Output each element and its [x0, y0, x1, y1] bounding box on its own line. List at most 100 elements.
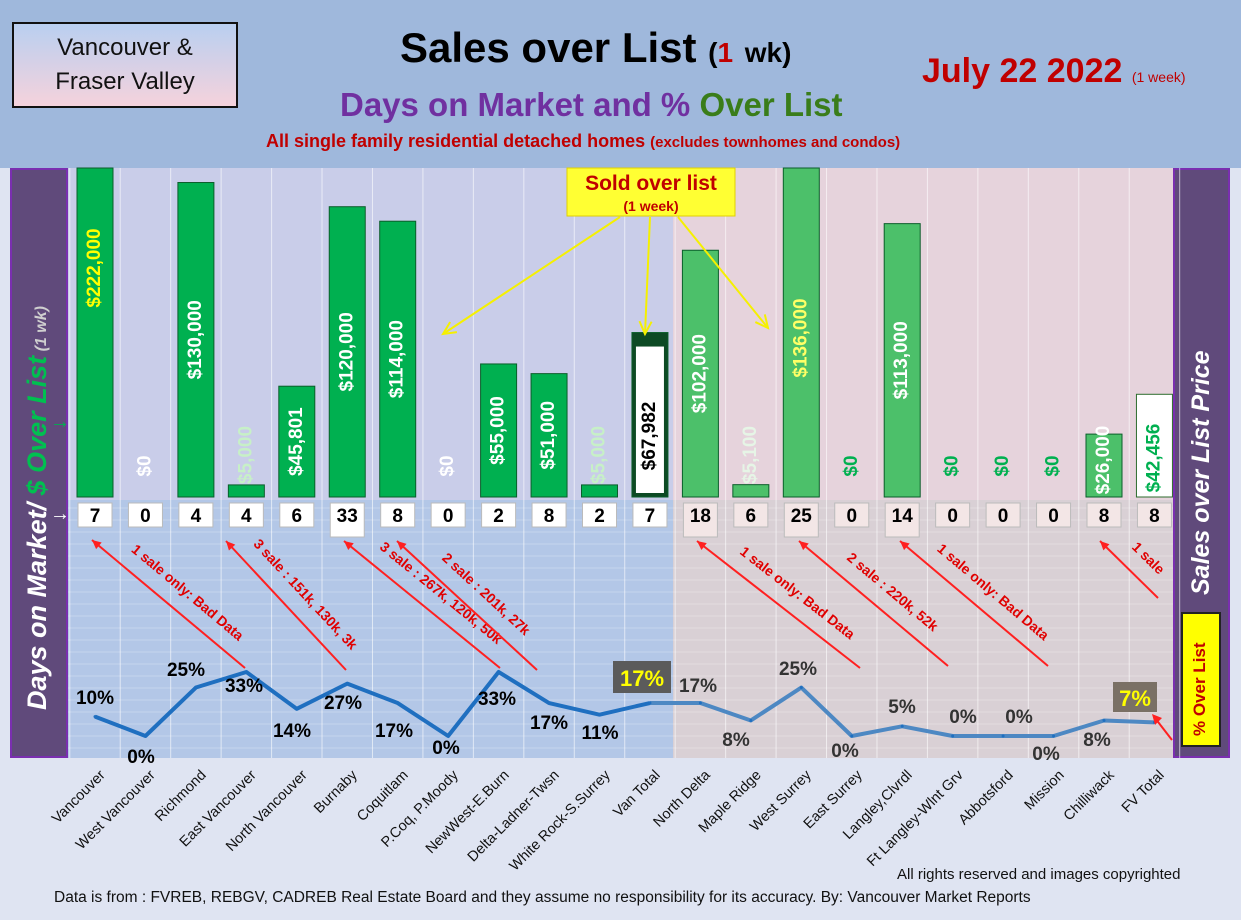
callout-arrow [677, 216, 769, 329]
annotation-arrow [696, 540, 861, 669]
dom-box [329, 502, 365, 538]
dom-box [935, 502, 971, 528]
pct-value-label: 17% [375, 721, 413, 742]
pct-value-label: 25% [167, 660, 205, 681]
subtitle-a: Days on Market and % [340, 86, 700, 123]
dom-value-label: 4 [241, 506, 252, 527]
bar-Richmond [177, 182, 215, 498]
bar-total-inner [635, 346, 664, 493]
callout-arrowhead [638, 320, 653, 337]
dom-box [178, 502, 214, 528]
region-line-2: Fraser Valley [55, 68, 195, 95]
bar-value-label: $0 [841, 455, 862, 476]
bar-value-label: $222,000 [84, 228, 105, 307]
bar-value-label: $5,100 [740, 426, 761, 484]
bar-Vancouver [76, 167, 114, 498]
title-open: ( [708, 37, 718, 68]
pct-value-label: 17% [620, 666, 664, 691]
title-num: 1 [717, 37, 734, 68]
pct-point [698, 701, 702, 705]
annotation-arrowhead [92, 540, 102, 550]
left-axis-panel [10, 168, 68, 758]
bar-value-label: $26,000 [1093, 426, 1114, 495]
bar-value-label: $102,000 [689, 334, 710, 413]
callout-subtitle: (1 week) [623, 198, 678, 214]
pct-value-label: 10% [76, 688, 114, 709]
pct-value-label: 7% [1119, 686, 1151, 711]
dom-value-label: 18 [690, 506, 711, 527]
pct-value-label: 0% [831, 741, 859, 762]
pct-value-label: 8% [1083, 730, 1111, 751]
bar-Langley,Clvrdl [883, 223, 921, 498]
dom-value-label: 0 [140, 506, 151, 527]
bar-value-label: $55,000 [488, 396, 509, 465]
dom-box [632, 502, 668, 528]
copyright-note: All rights reserved and images copyright… [897, 866, 1181, 883]
pct-value-label: 0% [127, 747, 155, 768]
dom-box [1086, 502, 1122, 528]
pct-value-label: 0% [1032, 744, 1060, 765]
van-total-pct-box [613, 661, 671, 693]
annotation-arrowhead [1100, 541, 1110, 551]
region-box: Vancouver & Fraser Valley [12, 22, 238, 108]
pct-over-list-legend [1181, 612, 1221, 747]
title-rest: wk) [744, 37, 792, 68]
pct-value-label: 11% [582, 723, 619, 744]
dom-box [279, 502, 315, 528]
pct-point [1001, 734, 1005, 738]
bar-West Surrey [782, 167, 820, 498]
pct-point [143, 734, 147, 738]
dom-value-label: 6 [292, 506, 303, 527]
pct-point [446, 734, 450, 738]
dom-box [733, 502, 769, 528]
dom-box [531, 502, 567, 528]
bar-value-label: $42,456 [1143, 424, 1164, 493]
pct-value-label: 33% [225, 676, 263, 697]
bar-value-label: $0 [437, 455, 458, 476]
pct-value-label: 5% [888, 697, 916, 718]
dom-value-label: 0 [443, 506, 454, 527]
dom-value-label: 7 [645, 506, 656, 527]
dom-box [985, 502, 1021, 528]
pct-value-label: 27% [324, 693, 362, 714]
bar-value-label: $120,000 [336, 312, 357, 391]
note-b: (excludes townhomes and condos) [650, 134, 901, 151]
axis-arrow-icon: → [50, 503, 70, 525]
dom-box [77, 502, 113, 528]
pct-point [547, 701, 551, 705]
annotation-arrow [899, 540, 1049, 667]
pct-point [295, 707, 299, 711]
bar-value-label: $0 [992, 455, 1013, 476]
bar-Maple Ridge [732, 484, 770, 498]
annotation-arrowhead [397, 541, 407, 551]
pct-point [244, 670, 248, 674]
annotation-arrowhead [799, 541, 809, 551]
bar-FV Total [1135, 393, 1173, 498]
pct-point [850, 734, 854, 738]
pct-point [900, 724, 904, 728]
callout-arrowhead [441, 321, 458, 336]
dom-box [127, 502, 163, 528]
dom-value-label: 8 [1099, 506, 1110, 527]
dom-box [1036, 502, 1072, 528]
pct-point [194, 686, 198, 690]
pct-point [598, 713, 601, 717]
pct-value-label: 14% [273, 721, 311, 742]
dom-value-label: 2 [594, 506, 605, 527]
bar-value-label: $113,000 [891, 321, 912, 399]
pct-point [749, 718, 753, 722]
dom-value-label: 7 [90, 506, 101, 527]
pct-point [1052, 734, 1056, 738]
bar-value-label: $51,000 [538, 401, 559, 470]
dom-value-label: 0 [1048, 506, 1059, 527]
bar-Delta-Ladner-Twsn [530, 373, 568, 498]
pct-value-label: 0% [1005, 707, 1033, 728]
dom-value-label: 0 [998, 506, 1009, 527]
dom-value-label: 8 [392, 506, 403, 527]
callout-title: Sold over list [585, 172, 717, 195]
annotation-arrow [1099, 540, 1159, 599]
dom-box [380, 502, 416, 528]
dom-box [884, 502, 920, 538]
dom-box [582, 502, 617, 528]
